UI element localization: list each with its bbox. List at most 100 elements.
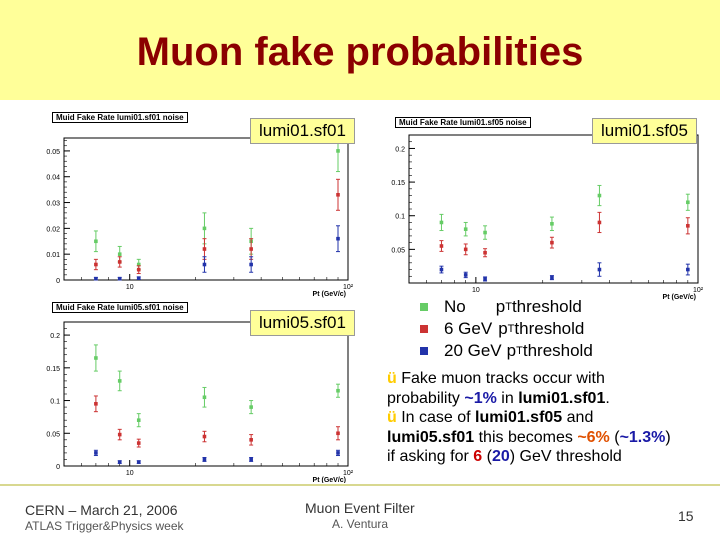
note-text: ( [609, 428, 620, 446]
x-tick-label: 10 [126, 284, 134, 291]
callout-lumi05-sf01: lumi05.sf01 [250, 310, 355, 336]
data-point [439, 220, 444, 225]
legend-label: threshold [511, 297, 582, 316]
data-point [117, 379, 122, 383]
data-point [686, 267, 690, 272]
data-point [202, 457, 207, 462]
data-point [463, 227, 468, 231]
legend-label: p [495, 297, 506, 316]
data-point [439, 267, 444, 272]
x-tick-label: 10² [693, 287, 704, 294]
note-highlight: 6 [473, 448, 483, 465]
note-text: In case of [396, 409, 476, 426]
y-tick-label: 0.05 [391, 247, 405, 254]
data-point [117, 252, 122, 256]
data-point [336, 431, 340, 436]
data-point [94, 262, 98, 267]
data-point [136, 262, 141, 267]
data-point [336, 236, 340, 241]
y-tick-label: 0.2 [50, 333, 60, 340]
x-axis-label: Pt (GeV/c) [313, 477, 346, 483]
data-point [550, 222, 554, 226]
legend-label: No [444, 297, 466, 316]
data-point [117, 432, 122, 437]
callout-lumi01-sf01: lumi01.sf01 [250, 118, 355, 144]
data-point [597, 267, 602, 272]
data-point [94, 451, 98, 455]
data-point [202, 434, 207, 439]
data-point [249, 262, 253, 267]
plot-title: Muid Fake Rate lumi01.sf05 noise [395, 117, 531, 128]
data-point [136, 276, 141, 280]
legend-label: threshold [522, 341, 593, 360]
note-highlight: ~1.3% [619, 428, 666, 446]
data-point [463, 247, 468, 252]
data-point [686, 224, 690, 228]
data-point [483, 250, 487, 255]
note-highlight: lumi01.sf01 [518, 389, 606, 407]
page-number: 15 [678, 508, 694, 524]
y-tick-label: 0.15 [46, 366, 60, 373]
note-text: ) if asking for [387, 428, 671, 466]
legend-marker [420, 347, 428, 355]
data-point [439, 244, 444, 248]
data-point [249, 438, 253, 442]
note-highlight: lumi01.sf05 [475, 409, 563, 426]
x-axis-label: Pt (GeV/c) [663, 294, 696, 301]
title-band [0, 0, 720, 100]
note-highlight: ~1% [464, 389, 497, 407]
y-tick-label: 0.05 [46, 431, 60, 438]
note-2: ü In case of lumi01.sf05 and lumi05.sf01… [387, 408, 672, 467]
data-point [483, 230, 487, 235]
data-point [94, 239, 98, 244]
data-point [136, 267, 141, 272]
data-point [249, 247, 253, 251]
data-point [117, 276, 122, 281]
x-tick-label: 10² [343, 470, 354, 477]
check-icon: ü [387, 370, 397, 387]
plot-lumi05-sf01: 0 0.05 0.1 0.15 0.2 10 10² Pt (GeV/c) Muid Fake… [30, 298, 360, 483]
legend-label: p [498, 319, 508, 338]
legend-label: T [507, 323, 515, 335]
plot-frame [63, 137, 349, 281]
y-tick-label: 0 [56, 278, 60, 285]
plot-title: Muid Fake Rate lumi01.sf01 noise [52, 112, 188, 123]
x-tick-label: 10² [343, 284, 354, 291]
y-tick-label: 0.1 [395, 214, 405, 221]
plot-frame [408, 134, 699, 284]
note-text: Fake muon tracks occur with probability [387, 370, 605, 407]
y-tick-label: 0.01 [46, 252, 60, 259]
data-point [249, 457, 253, 462]
footer-center-bottom: A. Ventura [332, 517, 389, 531]
data-point [597, 193, 602, 198]
note-highlight: ~6% [577, 428, 610, 446]
y-tick-label: 0 [56, 464, 60, 471]
check-icon: ü [387, 409, 397, 426]
footer-divider [0, 484, 720, 486]
note-1: ü Fake muon tracks occur with probabilit… [387, 369, 672, 408]
data-point [202, 247, 207, 251]
footer-center-top: Muon Event Filter [305, 500, 415, 516]
data-point [550, 240, 554, 245]
plot-lumi01-sf01: 0 0.01 0.02 0.03 0.04 0.05 10 10² Pt (GeV/c) Mui… [30, 108, 360, 298]
page-title: Muon fake probabilities [136, 30, 584, 74]
x-tick-label: 10 [472, 287, 480, 294]
data-point [597, 220, 602, 225]
data-point [336, 388, 340, 393]
note-highlight: 20 [491, 448, 510, 465]
data-point [136, 460, 141, 464]
legend-marker [420, 325, 428, 333]
legend-label: T [516, 345, 523, 357]
data-point [336, 193, 340, 197]
data-point [94, 402, 98, 406]
data-point [136, 418, 141, 422]
y-tick-label: 0.02 [46, 226, 60, 233]
y-tick-label: 0.15 [391, 180, 405, 187]
data-point [249, 405, 253, 409]
